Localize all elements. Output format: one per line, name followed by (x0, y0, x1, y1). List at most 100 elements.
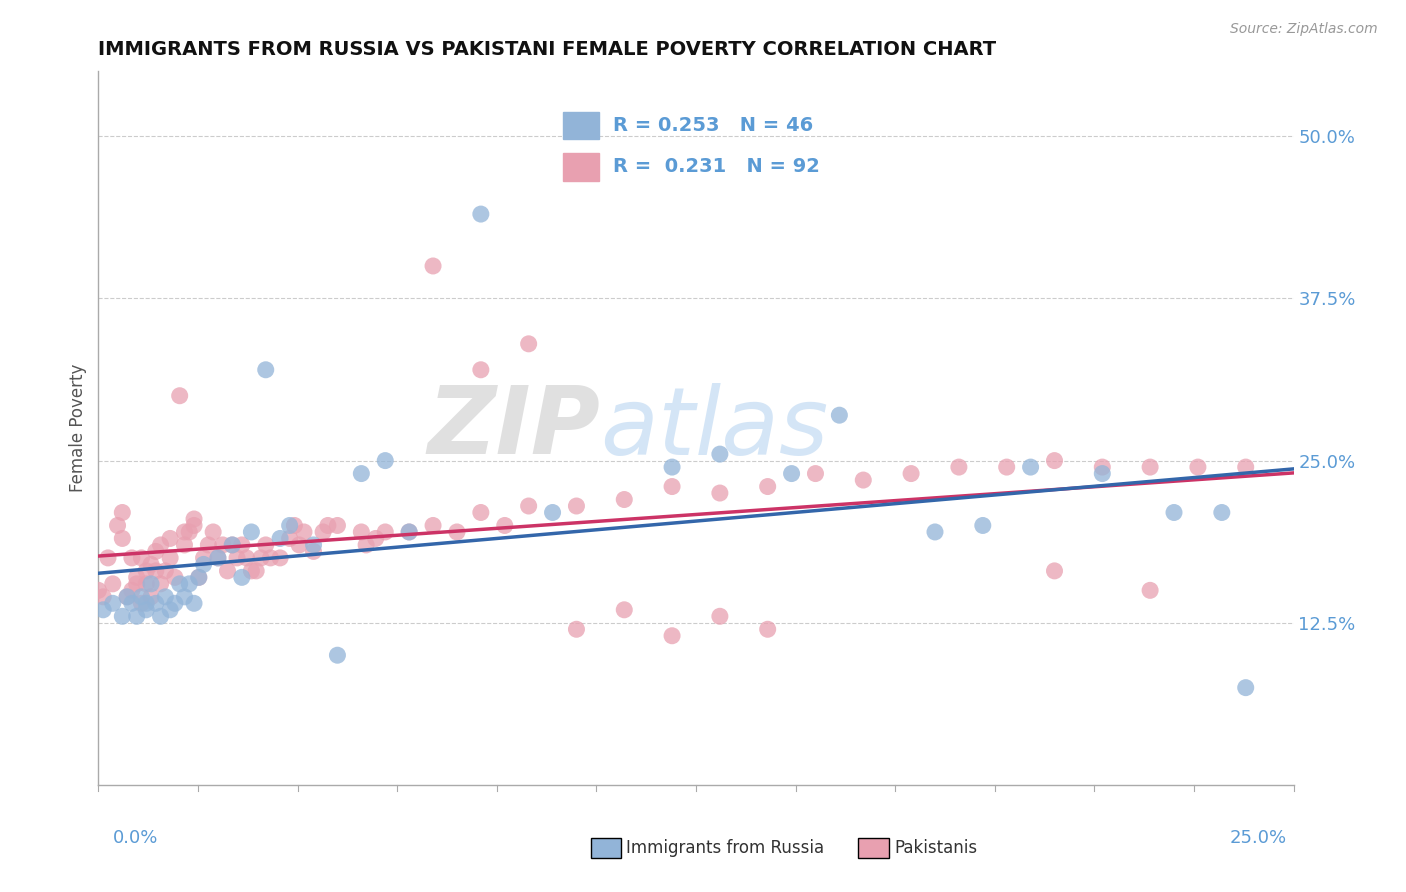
Point (231, 570, 253, 584)
Point (135, 596, 157, 610)
Point (1187, 460, 1209, 475)
Point (254, 363, 277, 377)
Point (163, 596, 186, 610)
Point (173, 590, 195, 604)
Point (661, 479, 683, 493)
Text: IMMIGRANTS FROM RUSSIA VS PAKISTANI FEMALE POVERTY CORRELATION CHART: IMMIGRANTS FROM RUSSIA VS PAKISTANI FEMA… (98, 39, 997, 59)
Point (613, 492, 636, 507)
Point (288, 538, 311, 552)
Text: ZIP: ZIP (427, 382, 600, 475)
Point (163, 570, 186, 584)
Point (1043, 564, 1066, 578)
Point (183, 596, 205, 610)
Point (207, 550, 229, 565)
Point (312, 524, 335, 539)
Point (135, 564, 157, 578)
Point (661, 460, 683, 475)
Point (125, 577, 148, 591)
Point (517, 336, 540, 351)
Point (159, 532, 181, 546)
Point (350, 524, 373, 539)
Point (924, 524, 946, 539)
Point (101, 596, 124, 610)
Point (422, 259, 444, 273)
Point (207, 550, 229, 565)
Point (398, 524, 420, 539)
Point (121, 583, 143, 598)
Point (135, 577, 157, 591)
Point (111, 506, 134, 520)
Point (149, 577, 172, 591)
Text: 0.0%: 0.0% (112, 829, 157, 847)
Bar (562, 153, 599, 180)
Point (145, 544, 167, 558)
Point (240, 524, 263, 539)
Point (159, 550, 181, 565)
Point (135, 603, 157, 617)
Point (326, 518, 349, 533)
Point (159, 603, 181, 617)
Point (202, 524, 225, 539)
Point (115, 590, 138, 604)
Point (111, 609, 134, 624)
Point (125, 609, 148, 624)
Point (354, 538, 377, 552)
Point (316, 518, 339, 533)
Point (173, 538, 195, 552)
Point (709, 486, 731, 500)
Point (101, 577, 124, 591)
Point (245, 564, 267, 578)
Point (756, 622, 779, 636)
Point (804, 467, 827, 481)
Point (221, 538, 243, 552)
Point (91, 603, 114, 617)
Text: Source: ZipAtlas.com: Source: ZipAtlas.com (1230, 22, 1378, 37)
Point (1163, 506, 1185, 520)
Point (364, 532, 387, 546)
Point (565, 499, 588, 513)
Point (149, 609, 172, 624)
Point (302, 538, 325, 552)
Point (1139, 460, 1161, 475)
Point (145, 596, 167, 610)
Point (565, 622, 588, 636)
Point (374, 524, 396, 539)
Point (169, 389, 191, 403)
Point (211, 538, 233, 552)
Point (235, 550, 257, 565)
Point (350, 467, 373, 481)
Point (470, 363, 492, 377)
Point (292, 524, 315, 539)
Point (87, 583, 110, 598)
Point (828, 408, 851, 422)
Point (121, 550, 143, 565)
Point (179, 577, 201, 591)
Point (326, 648, 349, 663)
Point (169, 577, 191, 591)
Point (517, 499, 540, 513)
Point (948, 460, 970, 475)
Point (155, 590, 177, 604)
Bar (562, 112, 599, 139)
Point (1091, 467, 1114, 481)
Point (187, 570, 209, 584)
Point (173, 524, 195, 539)
Point (972, 518, 994, 533)
Point (470, 207, 492, 221)
Point (221, 538, 243, 552)
Point (149, 538, 172, 552)
Point (131, 590, 153, 604)
Point (187, 570, 209, 584)
Point (155, 564, 177, 578)
Point (613, 603, 636, 617)
Point (900, 467, 922, 481)
Text: atlas: atlas (600, 383, 828, 474)
Point (1234, 460, 1257, 475)
Point (1019, 460, 1042, 475)
Point (374, 453, 396, 467)
Point (250, 550, 273, 565)
Point (145, 564, 167, 578)
Point (125, 570, 148, 584)
Point (91, 590, 114, 604)
Point (446, 524, 468, 539)
